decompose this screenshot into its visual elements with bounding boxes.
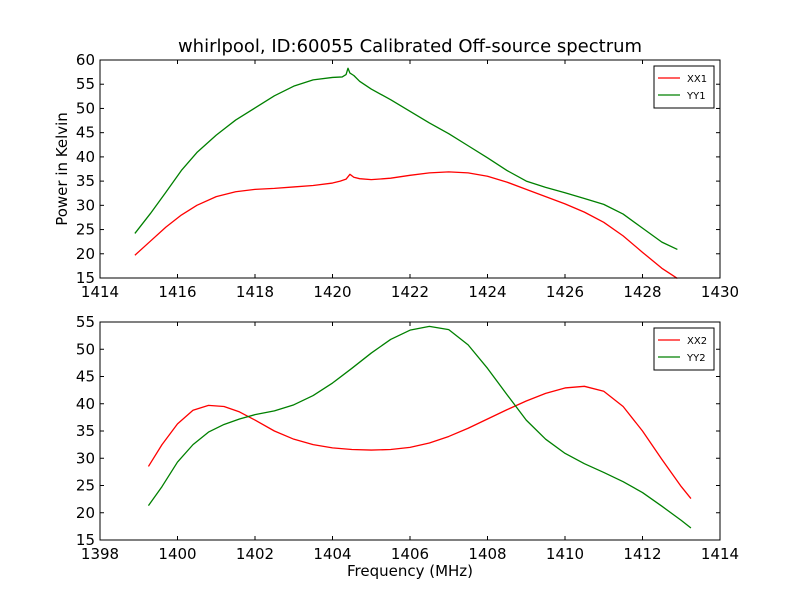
y-tick-label: 55 — [76, 313, 95, 331]
legend-label-xx2: XX2 — [687, 336, 707, 347]
x-tick-label: 1426 — [546, 283, 584, 301]
y-tick-label: 50 — [76, 99, 95, 117]
y-tick-label: 35 — [76, 422, 95, 440]
y-tick-label: 40 — [76, 148, 95, 166]
y-tick-label: 25 — [76, 477, 95, 495]
x-tick-label: 1428 — [623, 283, 661, 301]
chart-title: whirlpool, ID:60055 Calibrated Off-sourc… — [178, 36, 642, 57]
axes-frame — [99, 59, 721, 279]
legend-box — [653, 65, 715, 109]
legend-label-yy2: YY2 — [686, 353, 706, 364]
x-tick-label: 1398 — [81, 545, 119, 563]
series-line-yy1 — [134, 67, 678, 251]
plot-panel-1: 1414 1416 1418 1420 1422 1424 1426 1428 1430 15 20… — [53, 36, 739, 301]
y-tick-label: 20 — [76, 245, 95, 263]
y-axis-label: Power in Kelvin — [53, 112, 71, 226]
x-tick-label: 1412 — [623, 545, 661, 563]
x-axis-label: Frequency (MHz) — [347, 562, 473, 580]
x-tick-label: 1418 — [236, 283, 274, 301]
x-tick-label: 1410 — [546, 545, 584, 563]
y-tick-label: 45 — [76, 368, 95, 386]
x-tick-label: 1414 — [701, 545, 739, 563]
x-tick-label: 1406 — [391, 545, 429, 563]
y-tick-label: 60 — [76, 51, 95, 69]
y-tick-label: 15 — [76, 269, 95, 287]
y-tick-label: 40 — [76, 395, 95, 413]
x-tick-label: 1414 — [81, 283, 119, 301]
legend: XX2 YY2 — [653, 327, 715, 371]
x-tick-label: 1408 — [468, 545, 506, 563]
x-tick-label: 1422 — [391, 283, 429, 301]
legend-box — [653, 327, 715, 371]
y-tick-label: 45 — [76, 124, 95, 142]
series-line-yy2 — [147, 325, 692, 529]
y-tick-label: 20 — [76, 504, 95, 522]
series-line-xx1 — [134, 171, 678, 280]
x-tick-label: 1430 — [701, 283, 739, 301]
y-tick-label: 30 — [76, 449, 95, 467]
legend: XX1 YY1 — [653, 65, 715, 109]
y-tick-label: 25 — [76, 221, 95, 239]
plot-panel-2: 1398 1400 1402 1404 1406 1408 1410 1412 1414 15 20… — [76, 313, 739, 580]
x-tick-label: 1400 — [158, 545, 196, 563]
series-line-xx2 — [147, 385, 692, 499]
x-tick-label: 1420 — [313, 283, 351, 301]
y-tick-label: 50 — [76, 340, 95, 358]
x-tick-label: 1416 — [158, 283, 196, 301]
x-tick-label: 1424 — [468, 283, 506, 301]
axes-frame — [99, 321, 721, 541]
x-tick-label: 1404 — [313, 545, 351, 563]
y-tick-label: 55 — [76, 75, 95, 93]
legend-label-xx1: XX1 — [687, 74, 707, 85]
y-tick-label: 15 — [76, 531, 95, 549]
legend-label-yy1: YY1 — [686, 91, 706, 102]
x-tick-label: 1402 — [236, 545, 274, 563]
y-tick-label: 35 — [76, 172, 95, 190]
y-tick-label: 30 — [76, 196, 95, 214]
